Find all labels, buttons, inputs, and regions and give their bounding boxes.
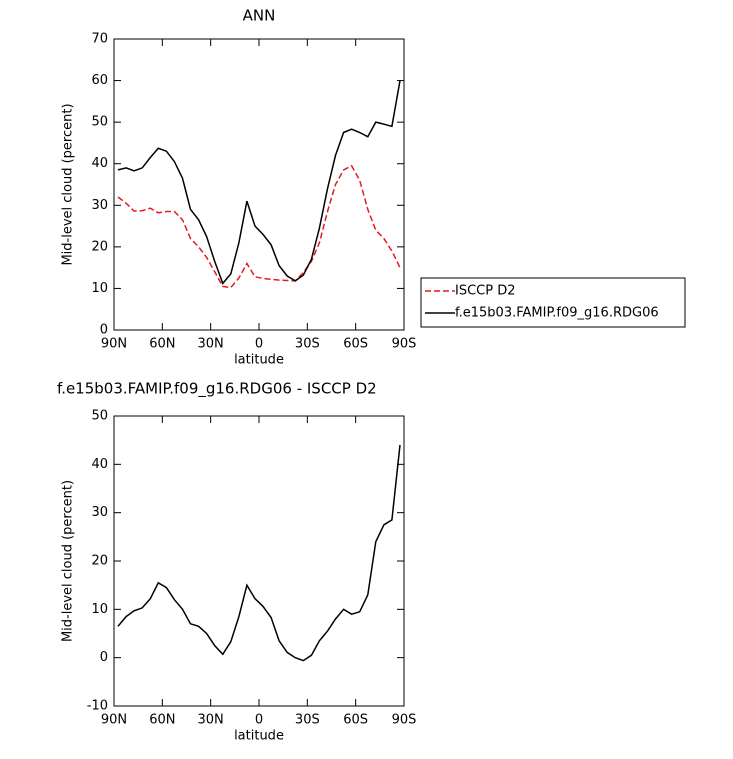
x-tick-label: 30N [198, 337, 224, 352]
x-tick-label: 30S [295, 713, 320, 728]
x-tick-label: 0 [255, 713, 263, 728]
x-tick-label: 60N [149, 713, 175, 728]
y-tick-label: 0 [100, 650, 108, 665]
legend-label: f.e15b03.FAMIP.f09_g16.RDG06 [455, 306, 659, 321]
x-tick-label: 90N [101, 713, 127, 728]
y-axis-label: Mid-level cloud (percent) [61, 103, 76, 265]
x-axis-label: latitude [234, 729, 284, 744]
plot-frame [113, 415, 405, 707]
data-line [117, 80, 401, 285]
y-tick-label: 20 [91, 554, 108, 569]
y-tick-label: 30 [91, 505, 108, 520]
x-tick-label: 0 [255, 337, 263, 352]
x-tick-label: 30N [198, 713, 224, 728]
legend-box [420, 277, 686, 328]
x-tick-label: 90S [392, 713, 417, 728]
y-tick-label: 50 [91, 409, 108, 424]
chart-title: ANN [243, 7, 276, 25]
data-line [117, 164, 401, 289]
chart-title: f.e15b03.FAMIP.f09_g16.RDG06 - ISCCP D2 [57, 380, 377, 399]
y-tick-label: 0 [100, 323, 108, 338]
data-line [117, 444, 401, 662]
y-tick-label: 40 [91, 457, 108, 472]
y-tick-label: 50 [91, 115, 108, 130]
y-tick-label: 70 [91, 32, 108, 47]
x-tick-label: 90S [392, 337, 417, 352]
y-tick-label: -10 [87, 699, 108, 714]
y-tick-label: 10 [91, 602, 108, 617]
x-tick-label: 60N [149, 337, 175, 352]
y-tick-label: 60 [91, 73, 108, 88]
y-tick-label: 20 [91, 239, 108, 254]
y-tick-label: 10 [91, 281, 108, 296]
x-axis-label: latitude [234, 353, 284, 368]
y-axis-label: Mid-level cloud (percent) [61, 480, 76, 642]
x-tick-label: 90N [101, 337, 127, 352]
x-tick-label: 30S [295, 337, 320, 352]
y-tick-label: 40 [91, 156, 108, 171]
x-tick-label: 60S [343, 337, 368, 352]
x-tick-label: 60S [343, 713, 368, 728]
y-tick-label: 30 [91, 198, 108, 213]
legend-label: ISCCP D2 [455, 284, 516, 299]
